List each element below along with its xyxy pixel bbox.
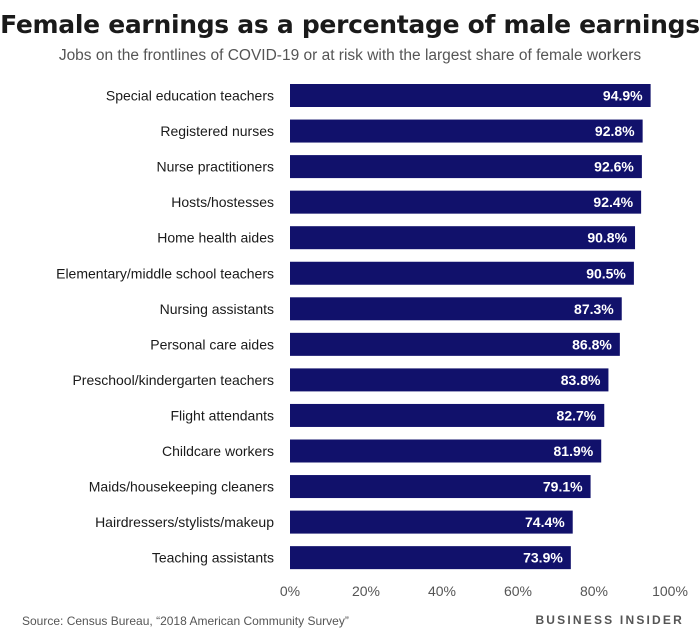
data-label: 94.9% xyxy=(603,88,643,104)
data-label: 79.1% xyxy=(543,479,583,495)
brand-logo: BUSINESS INSIDER xyxy=(535,613,684,627)
category-label: Home health aides xyxy=(157,230,274,246)
data-label: 90.8% xyxy=(587,230,627,246)
category-label: Flight attendants xyxy=(170,407,274,423)
bar xyxy=(290,403,605,427)
data-label: 74.4% xyxy=(525,514,565,530)
category-label: Personal care aides xyxy=(150,336,274,352)
chart-subtitle: Jobs on the frontlines of COVID-19 or at… xyxy=(58,47,642,64)
data-label: 90.5% xyxy=(586,265,626,281)
chart-title: Female earnings as a percentage of male … xyxy=(0,10,700,39)
x-tick-label: 40% xyxy=(428,583,456,599)
bar-chart: Special education teachers 94.9% Registere… xyxy=(56,84,688,599)
category-label: Special education teachers xyxy=(106,88,274,104)
source-note: Source: Census Bureau, “2018 American Co… xyxy=(22,614,349,628)
data-label: 87.3% xyxy=(574,301,614,317)
data-label: 92.8% xyxy=(595,123,635,139)
bar xyxy=(290,546,571,570)
data-label: 82.7% xyxy=(557,407,597,423)
x-tick-label: 100% xyxy=(652,583,688,599)
category-label: Nurse practitioners xyxy=(157,159,275,175)
data-label: 92.4% xyxy=(593,194,633,210)
bar xyxy=(290,190,642,214)
data-label: 86.8% xyxy=(572,336,612,352)
x-tick-label: 0% xyxy=(280,583,300,599)
category-label: Nursing assistants xyxy=(160,301,274,317)
category-label: Teaching assistants xyxy=(152,550,274,566)
bar xyxy=(290,226,636,250)
data-label: 83.8% xyxy=(561,372,601,388)
data-label: 73.9% xyxy=(523,550,563,566)
bar xyxy=(290,439,602,463)
category-label: Preschool/kindergarten teachers xyxy=(72,372,274,388)
bar xyxy=(290,368,609,392)
x-tick-label: 80% xyxy=(580,583,608,599)
bar xyxy=(290,475,591,499)
category-label: Elementary/middle school teachers xyxy=(56,265,274,281)
bar xyxy=(290,84,651,107)
bar xyxy=(290,119,643,143)
bar xyxy=(290,155,642,179)
category-label: Hairdressers/stylists/makeup xyxy=(95,514,274,530)
category-label: Childcare workers xyxy=(162,443,274,459)
bar xyxy=(290,297,622,321)
bar xyxy=(290,510,573,534)
category-label: Hosts/hostesses xyxy=(171,194,274,210)
x-tick-label: 20% xyxy=(352,583,380,599)
bar xyxy=(290,261,634,285)
category-label: Registered nurses xyxy=(160,123,274,139)
category-label: Maids/housekeeping cleaners xyxy=(89,479,274,495)
data-label: 81.9% xyxy=(554,443,594,459)
data-label: 92.6% xyxy=(594,159,634,175)
x-tick-label: 60% xyxy=(504,583,532,599)
bar xyxy=(290,332,620,356)
